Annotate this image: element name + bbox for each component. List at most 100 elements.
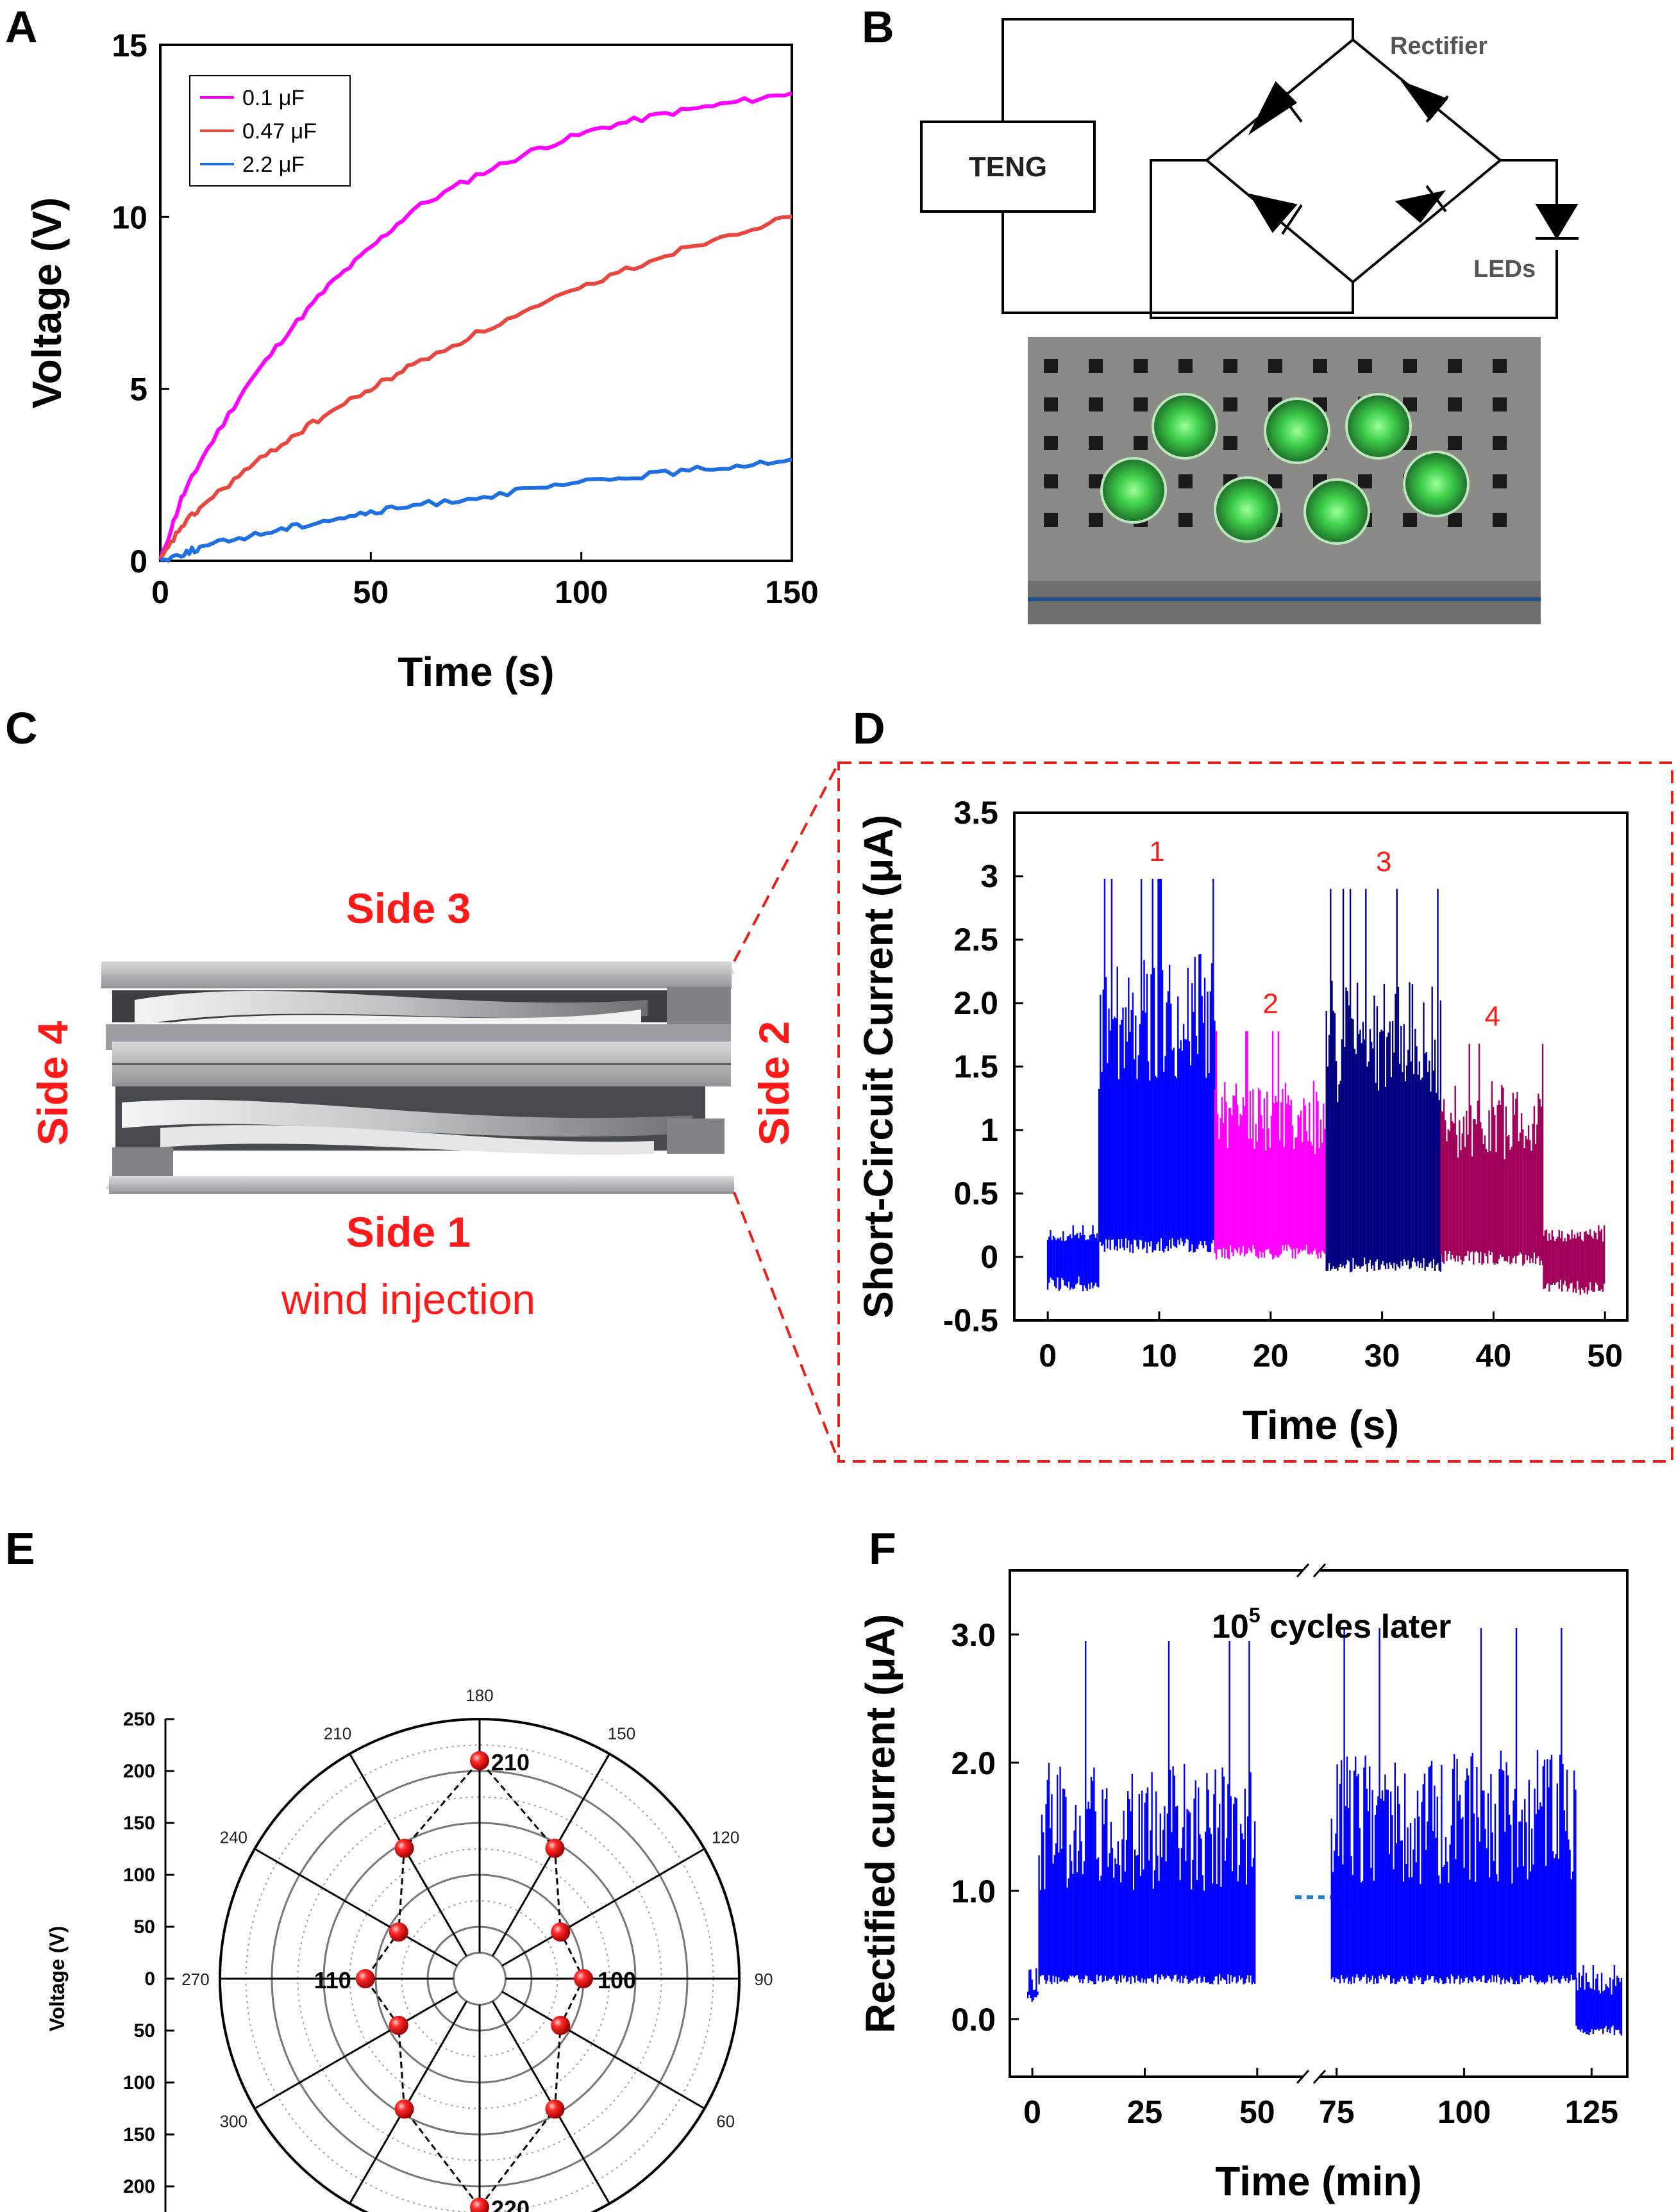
- wire-led: [1500, 159, 1558, 205]
- breadboard-hole: [1178, 474, 1193, 488]
- y-tick-label: 2.0: [953, 985, 998, 1021]
- breadboard-hole: [1493, 436, 1507, 450]
- segment-number-label: 1: [1149, 836, 1164, 867]
- data-point: [470, 1750, 489, 1770]
- led-bulb: [1264, 397, 1330, 464]
- breadboard-hole: [1448, 436, 1462, 450]
- device-3d-illustration: [99, 961, 736, 1194]
- data-point: [551, 1922, 571, 1942]
- series-line-2: [158, 215, 792, 560]
- y-tick-label: 200: [123, 1761, 155, 1782]
- rectified-segment-1: [1027, 1968, 1039, 2002]
- angle-label: 210: [324, 1724, 351, 1743]
- breadboard-hole: [1493, 474, 1507, 488]
- y-axis-label: Voltage (V): [46, 1926, 69, 2032]
- x-tick-label: 100: [1437, 2094, 1491, 2130]
- side2-label: Side 2: [750, 1021, 798, 1145]
- wind-injection-label: wind injection: [281, 1276, 535, 1323]
- diode-icon: [1248, 194, 1298, 233]
- panel-label-e: E: [5, 1524, 35, 1574]
- data-point-label: 100: [598, 1967, 636, 1993]
- breadboard-hole: [1044, 474, 1058, 488]
- segment-number-label: 4: [1484, 1001, 1500, 1032]
- rectified-segment-3: [1330, 1628, 1577, 1984]
- chart-a: 0 50 100 150 0 5 10 15 Time (s) Voltage (V): [24, 28, 819, 695]
- led-bulb: [1214, 476, 1280, 543]
- breadboard-hole: [1134, 436, 1148, 450]
- y-tick-label: 10: [112, 199, 147, 235]
- breadboard-hole: [1448, 397, 1462, 412]
- angle-label: 300: [220, 2112, 247, 2131]
- axis-break-mark: [1296, 2069, 1310, 2084]
- legend-entry-3: 2.2 μF: [242, 153, 305, 177]
- y-tick-label: 50: [134, 2020, 155, 2042]
- axis-break-gap: [1303, 2072, 1319, 2082]
- polar-center: [453, 1952, 507, 2006]
- x-axis-label: Time (s): [398, 649, 554, 695]
- wire-top: [1001, 18, 1354, 122]
- x-tick-label: 125: [1565, 2094, 1618, 2130]
- breadboard-hole: [1493, 397, 1507, 412]
- bridge-rectifier: [1204, 38, 1503, 284]
- axis-break-mark: [1312, 2069, 1327, 2084]
- axis-break-mark: [1312, 1563, 1327, 1578]
- x-tick-label: 150: [765, 574, 818, 610]
- data-point: [574, 1969, 593, 1988]
- led-bulb: [1100, 457, 1167, 524]
- polar-spoke: [501, 1990, 705, 2109]
- x-tick-label: 75: [1319, 2094, 1355, 2130]
- breadboard-hole: [1044, 513, 1058, 527]
- wire-bottom: [1001, 212, 1354, 314]
- y-tick-label: 150: [123, 1813, 155, 1834]
- y-tick-label: 50: [134, 1917, 155, 1938]
- x-tick-label: 0: [1023, 2094, 1041, 2130]
- series-line-3: [159, 457, 792, 563]
- led-bulb: [1403, 451, 1470, 517]
- breadboard-hole: [1178, 359, 1193, 373]
- zoom-indicator: [733, 761, 1673, 1463]
- x-tick-label: 30: [1364, 1338, 1400, 1374]
- x-tick-label: 20: [1253, 1338, 1289, 1374]
- legend-a: 0.1 μF 0.47 μF 2.2 μF: [189, 75, 351, 187]
- current-segment-2: [1098, 879, 1216, 1253]
- angle-label: 270: [181, 1970, 209, 1989]
- segment-number-label: 3: [1376, 846, 1391, 877]
- y-tick-label: 0.5: [953, 1176, 998, 1211]
- data-point-label: 210: [491, 1749, 530, 1775]
- current-segment-3: [1214, 1031, 1327, 1260]
- angle-label: 240: [220, 1828, 247, 1847]
- data-point: [470, 2197, 489, 2212]
- side4-label: Side 4: [29, 1021, 76, 1146]
- zoom-box: [837, 761, 1673, 1463]
- breadboard-hole: [1448, 513, 1462, 527]
- panel-label-d: D: [853, 703, 885, 753]
- chart-f: 0 25 50 75 100 125 0.0 1.0 2.0 3.0 Time (min) Recti…: [857, 1563, 1629, 2204]
- y-tick-label: 100: [123, 2072, 155, 2093]
- legend-entry-1: 0.1 μF: [242, 86, 305, 110]
- rectifier-label: Rectifier: [1390, 33, 1487, 60]
- breadboard-hole: [1089, 513, 1103, 527]
- diodes: [1248, 80, 1579, 240]
- y-tick-label: 3.0: [951, 1617, 996, 1653]
- x-axis-label: Time (min): [1215, 2158, 1421, 2204]
- plot-frame-a: [159, 44, 793, 562]
- breadboard-hole: [1178, 513, 1193, 527]
- breadboard-hole: [1089, 474, 1103, 488]
- y-tick-label: 0: [144, 1968, 155, 1990]
- y-tick-label: 1.0: [951, 1874, 996, 1909]
- x-tick-label: 25: [1127, 2094, 1163, 2130]
- breadboard-hole: [1313, 359, 1327, 373]
- breadboard-hole: [1044, 436, 1058, 450]
- axis-break-mark: [1296, 1563, 1310, 1578]
- y-axis-label: Short-Circuit Current (μA): [855, 815, 901, 1318]
- breadboard-hole: [1448, 359, 1462, 373]
- y-tick-label: 2.5: [953, 922, 998, 958]
- led-bulb: [1345, 393, 1412, 460]
- leds-label: LEDs: [1473, 256, 1536, 283]
- wire-return: [1150, 159, 1558, 319]
- breadboard-hole: [1403, 513, 1417, 527]
- data-point-label: 220: [491, 2195, 530, 2212]
- y-tick-label: 150: [123, 2124, 155, 2145]
- led-diode-icon: [1535, 204, 1579, 240]
- polar-spoke: [254, 1990, 458, 2109]
